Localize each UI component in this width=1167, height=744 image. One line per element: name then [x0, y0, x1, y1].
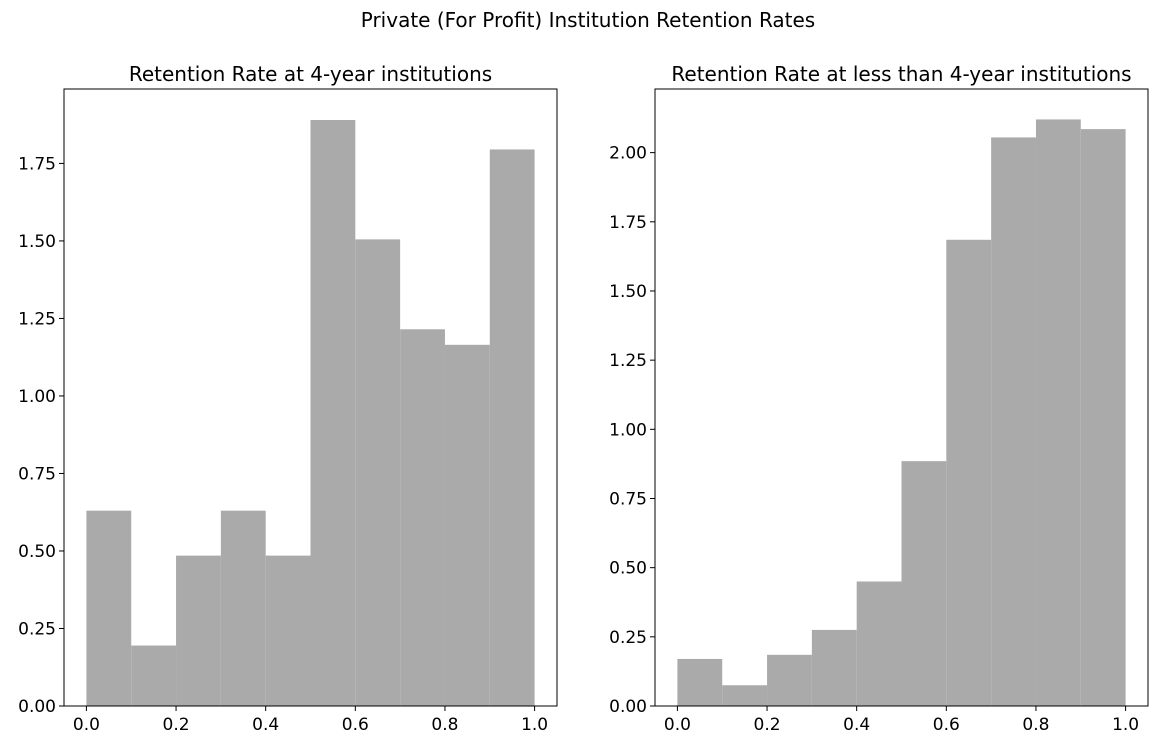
left-y-tick-label: 1.75 [18, 154, 56, 174]
right-histogram-bar-3 [811, 629, 857, 706]
right-y-tick-label: 0.00 [609, 697, 647, 717]
left-y-tick-label: 0.25 [18, 619, 56, 639]
right-axes-frame [654, 88, 1149, 707]
right-histogram-bar-0 [677, 658, 723, 706]
left-histogram-bar-0 [86, 510, 132, 706]
right-x-tick-label: 0.0 [664, 715, 691, 735]
left-histogram-bar-9 [489, 149, 535, 707]
left-histogram-panel: 0.0 0.2 0.4 0.6 0.8 1.0 0.00 0.25 0.50 0.75 1.00 1.… [18, 62, 558, 735]
right-y-tick-label: 1.25 [609, 351, 647, 371]
left-chart-title: Retention Rate at 4-year institutions [129, 62, 492, 86]
right-x-tick-label: 0.4 [843, 715, 870, 735]
right-histogram-bar-6 [946, 239, 992, 706]
right-histogram-panel: 0.0 0.2 0.4 0.6 0.8 1.0 0.00 0.25 0.50 0.75 1.00 1.… [609, 62, 1149, 735]
left-y-tick-label: 0.75 [18, 464, 56, 484]
left-y-tick-label: 0.00 [18, 697, 56, 717]
left-x-tick-label: 0.8 [431, 715, 458, 735]
right-y-tick-label: 1.00 [609, 420, 647, 440]
figure-suptitle: Private (For Profit) Institution Retenti… [361, 8, 815, 32]
right-histogram-bar-8 [1035, 119, 1081, 706]
left-histogram-bar-6 [355, 239, 401, 706]
left-y-tick-label: 1.50 [18, 232, 56, 252]
left-histogram-bar-7 [400, 329, 445, 706]
left-histogram-bar-4 [265, 555, 311, 706]
right-histogram-bar-4 [856, 581, 902, 706]
right-x-tick-label: 1.0 [1112, 715, 1139, 735]
left-x-tick-label: 0.4 [252, 715, 279, 735]
left-y-tick-label: 1.00 [18, 387, 56, 407]
right-histogram-bar-1 [722, 685, 768, 706]
right-histogram-bar-7 [991, 137, 1036, 706]
left-x-tick-label: 0.6 [342, 715, 369, 735]
left-histogram-bar-1 [131, 645, 177, 706]
right-chart-title: Retention Rate at less than 4-year insti… [671, 62, 1131, 86]
left-histogram-bar-8 [444, 344, 490, 706]
right-histogram-bar-2 [767, 654, 812, 706]
right-y-tick-label: 2.00 [609, 144, 647, 164]
left-histogram-bar-5 [310, 120, 356, 707]
right-x-tick-label: 0.6 [933, 715, 960, 735]
left-axes-frame [63, 88, 558, 707]
right-y-tick-label: 0.50 [609, 559, 647, 579]
right-histogram-bar-9 [1080, 129, 1126, 706]
right-y-tick-label: 1.50 [609, 282, 647, 302]
left-y-tick-label: 0.50 [18, 542, 56, 562]
left-histogram-bar-3 [220, 510, 266, 706]
left-x-tick-label: 1.0 [521, 715, 548, 735]
left-x-tick-label: 0.2 [163, 715, 190, 735]
left-histogram-bar-2 [176, 555, 221, 706]
right-y-tick-label: 0.75 [609, 489, 647, 509]
right-y-tick-label: 0.25 [609, 628, 647, 648]
right-histogram-bar-5 [901, 461, 947, 706]
right-y-tick-label: 1.75 [609, 213, 647, 233]
right-x-tick-label: 0.2 [754, 715, 781, 735]
left-y-tick-label: 1.25 [18, 309, 56, 329]
left-x-tick-label: 0.0 [73, 715, 100, 735]
right-x-tick-label: 0.8 [1022, 715, 1049, 735]
